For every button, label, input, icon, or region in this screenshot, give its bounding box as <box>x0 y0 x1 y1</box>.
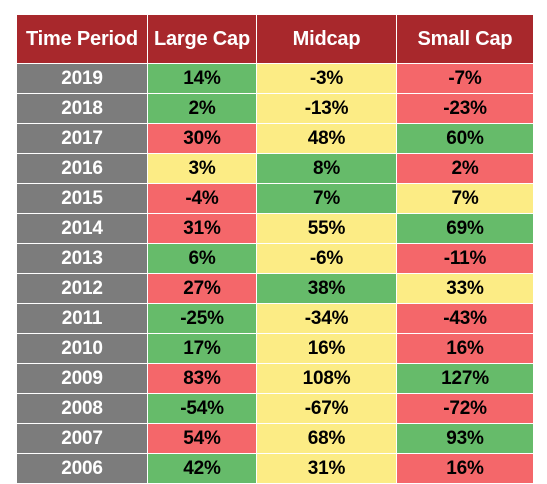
midcap-return-cell: 7% <box>256 183 397 214</box>
large-cap-return-cell: 42% <box>147 453 257 484</box>
small-cap-return-cell: 127% <box>396 363 534 394</box>
small-cap-return-cell: -23% <box>396 93 534 124</box>
small-cap-return-cell: 2% <box>396 153 534 184</box>
period-cell: 2016 <box>16 153 148 184</box>
small-cap-return-cell: 7% <box>396 183 534 214</box>
period-cell: 2013 <box>16 243 148 274</box>
table-row: 2011 -25% -34% -43% <box>16 303 534 334</box>
midcap-return-cell: -34% <box>256 303 397 334</box>
midcap-return-cell: -3% <box>256 63 397 94</box>
period-cell: 2006 <box>16 453 148 484</box>
small-cap-return-cell: -11% <box>396 243 534 274</box>
period-cell: 2010 <box>16 333 148 364</box>
small-cap-return-cell: 33% <box>396 273 534 304</box>
large-cap-return-cell: 27% <box>147 273 257 304</box>
table-row: 2009 83% 108% 127% <box>16 363 534 394</box>
midcap-return-cell: -13% <box>256 93 397 124</box>
midcap-return-cell: 38% <box>256 273 397 304</box>
small-cap-return-cell: 16% <box>396 453 534 484</box>
small-cap-return-cell: 16% <box>396 333 534 364</box>
table-row: 2013 6% -6% -11% <box>16 243 534 274</box>
small-cap-return-cell: 60% <box>396 123 534 154</box>
table-body: 2019 14% -3% -7% 2018 2% -13% -23% 2017 30% 48% 60%… <box>16 63 534 484</box>
period-cell: 2018 <box>16 93 148 124</box>
header-small-cap: Small Cap <box>396 14 534 64</box>
large-cap-return-cell: 30% <box>147 123 257 154</box>
midcap-return-cell: 68% <box>256 423 397 454</box>
table-row: 2007 54% 68% 93% <box>16 423 534 454</box>
large-cap-return-cell: 14% <box>147 63 257 94</box>
table-row: 2018 2% -13% -23% <box>16 93 534 124</box>
table-row: 2012 27% 38% 33% <box>16 273 534 304</box>
table-row: 2015 -4% 7% 7% <box>16 183 534 214</box>
table-row: 2014 31% 55% 69% <box>16 213 534 244</box>
large-cap-return-cell: -4% <box>147 183 257 214</box>
period-cell: 2014 <box>16 213 148 244</box>
table-row: 2017 30% 48% 60% <box>16 123 534 154</box>
large-cap-return-cell: 2% <box>147 93 257 124</box>
large-cap-return-cell: 54% <box>147 423 257 454</box>
small-cap-return-cell: 93% <box>396 423 534 454</box>
returns-table: Time Period Large Cap Midcap Small Cap 2… <box>16 14 534 484</box>
period-cell: 2007 <box>16 423 148 454</box>
header-midcap: Midcap <box>256 14 397 64</box>
midcap-return-cell: 31% <box>256 453 397 484</box>
midcap-return-cell: 16% <box>256 333 397 364</box>
large-cap-return-cell: 3% <box>147 153 257 184</box>
small-cap-return-cell: -43% <box>396 303 534 334</box>
period-cell: 2011 <box>16 303 148 334</box>
midcap-return-cell: 55% <box>256 213 397 244</box>
midcap-return-cell: 8% <box>256 153 397 184</box>
header-row: Time Period Large Cap Midcap Small Cap <box>16 14 534 64</box>
small-cap-return-cell: -7% <box>396 63 534 94</box>
large-cap-return-cell: 6% <box>147 243 257 274</box>
midcap-return-cell: 48% <box>256 123 397 154</box>
large-cap-return-cell: -54% <box>147 393 257 424</box>
small-cap-return-cell: 69% <box>396 213 534 244</box>
period-cell: 2017 <box>16 123 148 154</box>
large-cap-return-cell: -25% <box>147 303 257 334</box>
header-large-cap: Large Cap <box>147 14 257 64</box>
period-cell: 2012 <box>16 273 148 304</box>
table-row: 2008 -54% -67% -72% <box>16 393 534 424</box>
period-cell: 2008 <box>16 393 148 424</box>
period-cell: 2015 <box>16 183 148 214</box>
period-cell: 2019 <box>16 63 148 94</box>
table-row: 2019 14% -3% -7% <box>16 63 534 94</box>
midcap-return-cell: -67% <box>256 393 397 424</box>
midcap-return-cell: 108% <box>256 363 397 394</box>
table-row: 2010 17% 16% 16% <box>16 333 534 364</box>
large-cap-return-cell: 83% <box>147 363 257 394</box>
table-row: 2006 42% 31% 16% <box>16 453 534 484</box>
header-time-period: Time Period <box>16 14 148 64</box>
table-row: 2016 3% 8% 2% <box>16 153 534 184</box>
large-cap-return-cell: 17% <box>147 333 257 364</box>
large-cap-return-cell: 31% <box>147 213 257 244</box>
period-cell: 2009 <box>16 363 148 394</box>
midcap-return-cell: -6% <box>256 243 397 274</box>
small-cap-return-cell: -72% <box>396 393 534 424</box>
